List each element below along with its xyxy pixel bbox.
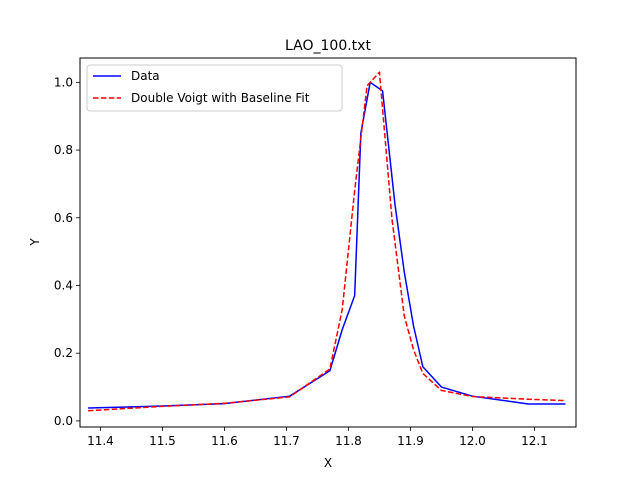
legend: Data Double Voigt with Baseline Fit — [86, 64, 343, 112]
x-tick-label: 11.7 — [273, 434, 300, 448]
y-tick-label: 0.6 — [54, 211, 73, 225]
y-tick-label: 0.8 — [54, 143, 73, 157]
legend-label-data: Data — [131, 69, 160, 83]
y-ticks: 0.0 0.2 0.4 0.6 0.8 1.0 — [54, 75, 80, 428]
x-axis-label: X — [324, 456, 332, 470]
x-tick-label: 11.4 — [87, 434, 114, 448]
y-axis-label: Y — [28, 238, 42, 247]
series-line-fit — [88, 71, 566, 412]
x-tick-label: 11.6 — [211, 434, 238, 448]
x-tick-label: 11.9 — [397, 434, 424, 448]
plot-layer — [88, 71, 566, 412]
axes-frame — [79, 57, 577, 428]
x-ticks: 11.4 11.5 11.6 11.7 11.8 11.9 12.0 12.1 — [87, 427, 548, 448]
y-tick-label: 0.0 — [54, 414, 73, 428]
legend-label-fit: Double Voigt with Baseline Fit — [131, 91, 310, 105]
axes-layer — [79, 57, 577, 428]
x-tick-label: 12.1 — [521, 434, 548, 448]
chart-title: LAO_100.txt — [285, 38, 371, 54]
legend-box — [86, 64, 343, 112]
x-tick-label: 11.8 — [335, 434, 362, 448]
y-tick-label: 0.2 — [54, 346, 73, 360]
x-tick-label: 12.0 — [459, 434, 486, 448]
y-tick-label: 0.4 — [54, 278, 73, 292]
y-tick-label: 1.0 — [54, 75, 73, 89]
x-tick-label: 11.5 — [149, 434, 176, 448]
